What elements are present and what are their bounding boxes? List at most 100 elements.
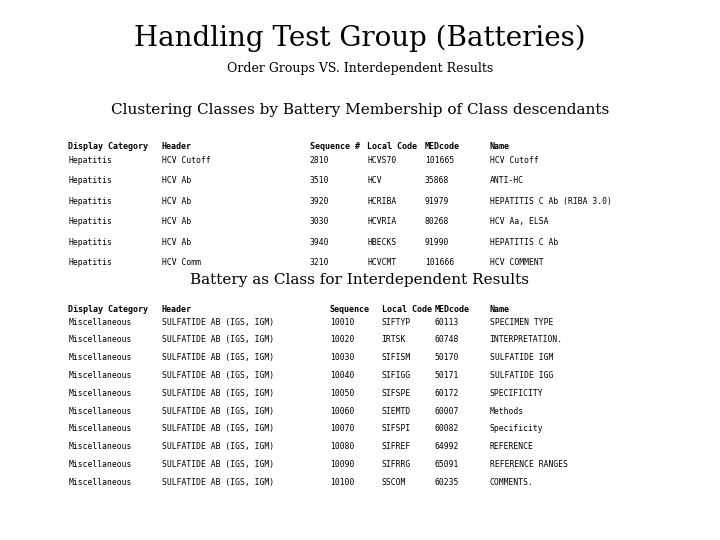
Text: Display Category: Display Category bbox=[68, 305, 148, 314]
Text: Miscellaneous: Miscellaneous bbox=[68, 335, 132, 345]
Text: SULFATIDE AB (IGS, IGM): SULFATIDE AB (IGS, IGM) bbox=[162, 335, 274, 345]
Text: Hepatitis: Hepatitis bbox=[68, 238, 112, 247]
Text: Sequence #: Sequence # bbox=[310, 142, 359, 151]
Text: Miscellaneous: Miscellaneous bbox=[68, 407, 132, 416]
Text: HCV Aa, ELSA: HCV Aa, ELSA bbox=[490, 217, 548, 226]
Text: 50170: 50170 bbox=[435, 353, 459, 362]
Text: 60082: 60082 bbox=[435, 424, 459, 434]
Text: Hepatitis: Hepatitis bbox=[68, 156, 112, 165]
Text: Display Category: Display Category bbox=[68, 142, 148, 151]
Text: Miscellaneous: Miscellaneous bbox=[68, 424, 132, 434]
Text: Miscellaneous: Miscellaneous bbox=[68, 442, 132, 451]
Text: SULFATIDE AB (IGS, IGM): SULFATIDE AB (IGS, IGM) bbox=[162, 389, 274, 398]
Text: Local Code: Local Code bbox=[382, 305, 431, 314]
Text: SULFATIDE AB (IGS, IGM): SULFATIDE AB (IGS, IGM) bbox=[162, 460, 274, 469]
Text: MEDcode: MEDcode bbox=[435, 305, 470, 314]
Text: 64992: 64992 bbox=[435, 442, 459, 451]
Text: Hepatitis: Hepatitis bbox=[68, 258, 112, 267]
Text: Header: Header bbox=[162, 305, 192, 314]
Text: 50171: 50171 bbox=[435, 371, 459, 380]
Text: 10030: 10030 bbox=[330, 353, 354, 362]
Text: HCRIBA: HCRIBA bbox=[367, 197, 397, 206]
Text: HCVRIA: HCVRIA bbox=[367, 217, 397, 226]
Text: 60007: 60007 bbox=[435, 407, 459, 416]
Text: Sequence: Sequence bbox=[330, 305, 370, 314]
Text: SIFSPE: SIFSPE bbox=[382, 389, 411, 398]
Text: 60113: 60113 bbox=[435, 318, 459, 327]
Text: REFERENCE: REFERENCE bbox=[490, 442, 534, 451]
Text: 10010: 10010 bbox=[330, 318, 354, 327]
Text: 91990: 91990 bbox=[425, 238, 449, 247]
Text: HCV Ab: HCV Ab bbox=[162, 238, 192, 247]
Text: HCV Cutoff: HCV Cutoff bbox=[490, 156, 539, 165]
Text: 91979: 91979 bbox=[425, 197, 449, 206]
Text: SIFTYP: SIFTYP bbox=[382, 318, 411, 327]
Text: SULFATIDE AB (IGS, IGM): SULFATIDE AB (IGS, IGM) bbox=[162, 478, 274, 487]
Text: Local Code: Local Code bbox=[367, 142, 417, 151]
Text: Name: Name bbox=[490, 305, 510, 314]
Text: 60235: 60235 bbox=[435, 478, 459, 487]
Text: SULFATIDE AB (IGS, IGM): SULFATIDE AB (IGS, IGM) bbox=[162, 407, 274, 416]
Text: SULFATIDE IGG: SULFATIDE IGG bbox=[490, 371, 553, 380]
Text: SIFSPI: SIFSPI bbox=[382, 424, 411, 434]
Text: SIFREF: SIFREF bbox=[382, 442, 411, 451]
Text: 3940: 3940 bbox=[310, 238, 329, 247]
Text: 10040: 10040 bbox=[330, 371, 354, 380]
Text: Header: Header bbox=[162, 142, 192, 151]
Text: IRTSK: IRTSK bbox=[382, 335, 406, 345]
Text: HCV Cutoff: HCV Cutoff bbox=[162, 156, 211, 165]
Text: Miscellaneous: Miscellaneous bbox=[68, 371, 132, 380]
Text: 35868: 35868 bbox=[425, 176, 449, 185]
Text: HCV Ab: HCV Ab bbox=[162, 176, 192, 185]
Text: SIFRRG: SIFRRG bbox=[382, 460, 411, 469]
Text: SULFATIDE AB (IGS, IGM): SULFATIDE AB (IGS, IGM) bbox=[162, 318, 274, 327]
Text: 80268: 80268 bbox=[425, 217, 449, 226]
Text: 10060: 10060 bbox=[330, 407, 354, 416]
Text: SPECIFICITY: SPECIFICITY bbox=[490, 389, 543, 398]
Text: 2810: 2810 bbox=[310, 156, 329, 165]
Text: Miscellaneous: Miscellaneous bbox=[68, 318, 132, 327]
Text: 10050: 10050 bbox=[330, 389, 354, 398]
Text: SSCOM: SSCOM bbox=[382, 478, 406, 487]
Text: 101665: 101665 bbox=[425, 156, 454, 165]
Text: 65091: 65091 bbox=[435, 460, 459, 469]
Text: REFERENCE RANGES: REFERENCE RANGES bbox=[490, 460, 567, 469]
Text: 3210: 3210 bbox=[310, 258, 329, 267]
Text: Name: Name bbox=[490, 142, 510, 151]
Text: HCV Comm: HCV Comm bbox=[162, 258, 201, 267]
Text: Hepatitis: Hepatitis bbox=[68, 176, 112, 185]
Text: 10070: 10070 bbox=[330, 424, 354, 434]
Text: Battery as Class for Interdependent Results: Battery as Class for Interdependent Resu… bbox=[191, 273, 529, 287]
Text: Handling Test Group (Batteries): Handling Test Group (Batteries) bbox=[134, 24, 586, 52]
Text: Miscellaneous: Miscellaneous bbox=[68, 460, 132, 469]
Text: 3920: 3920 bbox=[310, 197, 329, 206]
Text: SULFATIDE IGM: SULFATIDE IGM bbox=[490, 353, 553, 362]
Text: Clustering Classes by Battery Membership of Class descendants: Clustering Classes by Battery Membership… bbox=[111, 103, 609, 117]
Text: HCV Ab: HCV Ab bbox=[162, 197, 192, 206]
Text: SULFATIDE AB (IGS, IGM): SULFATIDE AB (IGS, IGM) bbox=[162, 371, 274, 380]
Text: 60172: 60172 bbox=[435, 389, 459, 398]
Text: SPECIMEN TYPE: SPECIMEN TYPE bbox=[490, 318, 553, 327]
Text: 10100: 10100 bbox=[330, 478, 354, 487]
Text: Order Groups VS. Interdependent Results: Order Groups VS. Interdependent Results bbox=[227, 62, 493, 75]
Text: SULFATIDE AB (IGS, IGM): SULFATIDE AB (IGS, IGM) bbox=[162, 424, 274, 434]
Text: SIEMTD: SIEMTD bbox=[382, 407, 411, 416]
Text: Hepatitis: Hepatitis bbox=[68, 197, 112, 206]
Text: 10090: 10090 bbox=[330, 460, 354, 469]
Text: HCV Ab: HCV Ab bbox=[162, 217, 192, 226]
Text: HCVCMT: HCVCMT bbox=[367, 258, 397, 267]
Text: Hepatitis: Hepatitis bbox=[68, 217, 112, 226]
Text: Miscellaneous: Miscellaneous bbox=[68, 389, 132, 398]
Text: 10080: 10080 bbox=[330, 442, 354, 451]
Text: 101666: 101666 bbox=[425, 258, 454, 267]
Text: SIFIGG: SIFIGG bbox=[382, 371, 411, 380]
Text: COMMENTS.: COMMENTS. bbox=[490, 478, 534, 487]
Text: HEPATITIS C Ab: HEPATITIS C Ab bbox=[490, 238, 558, 247]
Text: Miscellaneous: Miscellaneous bbox=[68, 353, 132, 362]
Text: MEDcode: MEDcode bbox=[425, 142, 460, 151]
Text: HBECKS: HBECKS bbox=[367, 238, 397, 247]
Text: Miscellaneous: Miscellaneous bbox=[68, 478, 132, 487]
Text: Methods: Methods bbox=[490, 407, 523, 416]
Text: SULFATIDE AB (IGS, IGM): SULFATIDE AB (IGS, IGM) bbox=[162, 442, 274, 451]
Text: HCV: HCV bbox=[367, 176, 382, 185]
